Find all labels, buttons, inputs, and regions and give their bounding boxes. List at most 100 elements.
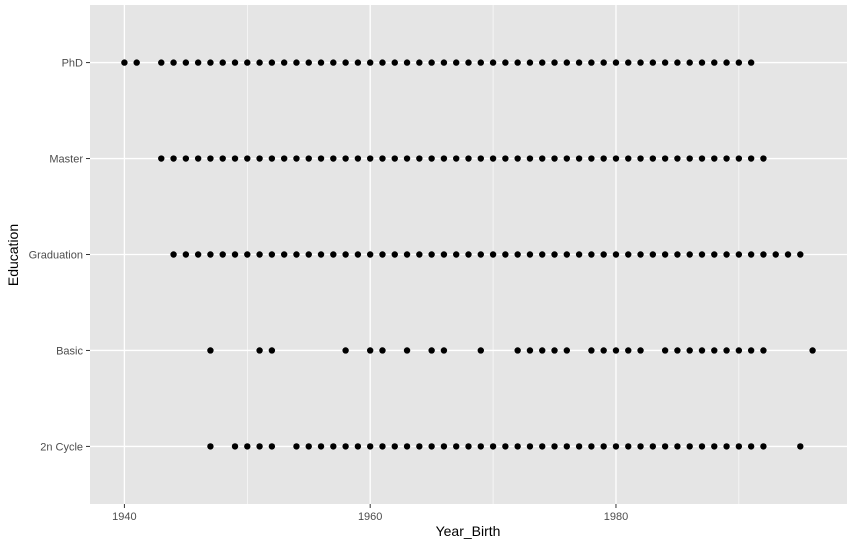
data-points [121,59,816,450]
data-point [477,59,484,66]
data-point [453,251,460,258]
data-point [305,443,312,450]
data-point [686,443,693,450]
y-tick-label: 2n Cycle [40,441,83,453]
data-point [637,59,644,66]
data-point [403,443,411,450]
data-point [330,155,337,162]
data-point [465,155,472,162]
data-point [760,347,767,354]
data-point [661,443,669,450]
data-point [428,347,435,354]
data-point [637,251,644,258]
data-point [453,59,460,66]
data-point [760,443,767,450]
data-point [563,443,571,450]
data-point [551,59,558,66]
y-tick-label: PhD [62,58,83,70]
data-point [575,155,583,162]
data-point [539,251,546,258]
data-point [502,155,509,162]
data-point [502,59,509,66]
data-point [293,251,300,258]
data-point [158,155,165,162]
data-point [231,59,239,66]
data-point [330,59,337,66]
data-point [502,443,509,450]
data-point [588,251,595,258]
data-point [207,251,214,258]
data-point [625,443,632,450]
data-point [268,251,276,258]
data-point [256,347,263,354]
data-point [600,59,607,66]
data-point [440,347,448,354]
data-point [661,251,669,258]
data-point [747,443,755,450]
data-point [207,443,214,450]
data-point [698,347,706,354]
data-point [403,155,411,162]
data-point [182,59,190,66]
data-point [305,59,312,66]
data-point [649,443,657,450]
data-point [797,251,804,258]
data-point [686,155,693,162]
data-point [280,251,288,258]
data-point [575,59,583,66]
data-point [342,251,349,258]
data-point [588,155,595,162]
data-point [735,347,743,354]
data-point [625,59,632,66]
data-point [747,251,755,258]
data-point [440,251,448,258]
data-point [575,251,583,258]
data-point [551,443,558,450]
data-point [711,251,718,258]
data-point [588,59,595,66]
data-point [244,59,251,66]
data-point [600,251,607,258]
data-point [698,155,706,162]
data-point [170,155,177,162]
data-point [649,251,657,258]
data-point [379,155,386,162]
data-point [403,59,411,66]
data-point [133,59,140,66]
data-point [674,251,681,258]
data-point [379,59,386,66]
data-point [305,251,312,258]
data-point [465,251,472,258]
data-point [526,155,534,162]
data-point [551,251,558,258]
data-point [293,59,300,66]
data-point [391,443,398,450]
data-point [698,251,706,258]
data-point [612,251,620,258]
data-point [760,155,767,162]
data-point [366,347,374,354]
data-point [268,347,276,354]
data-point [342,443,349,450]
data-point [526,59,534,66]
x-tick-label: 1980 [604,511,628,523]
data-point [489,59,497,66]
data-point [317,251,325,258]
data-point [231,443,239,450]
data-point [330,251,337,258]
data-point [440,443,448,450]
data-point [256,59,263,66]
data-point [342,347,349,354]
data-point [539,443,546,450]
y-tick-label: Master [49,154,83,166]
data-point [612,347,620,354]
data-point [403,347,411,354]
data-point [747,347,755,354]
data-point [330,443,337,450]
data-point [772,251,779,258]
data-point [551,347,558,354]
data-point [477,443,484,450]
data-point [686,59,693,66]
data-point [182,251,190,258]
